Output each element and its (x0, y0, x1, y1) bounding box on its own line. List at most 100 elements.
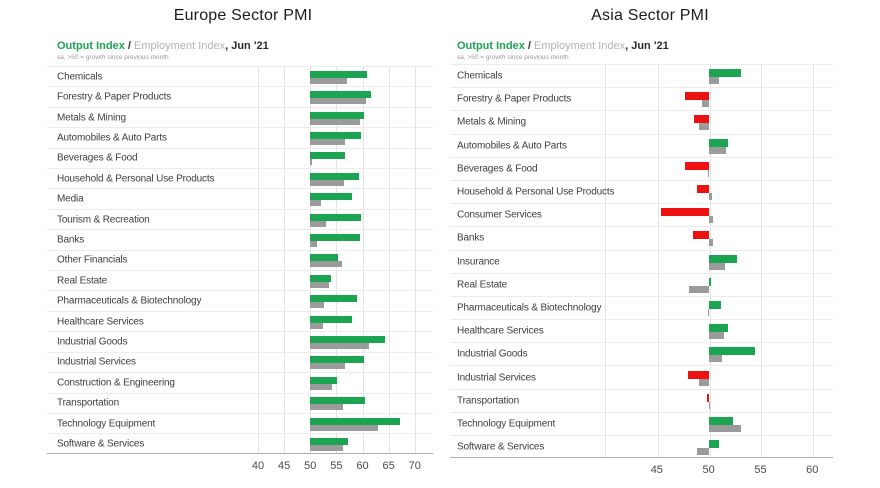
output-bar (310, 152, 345, 160)
output-bar (310, 70, 368, 78)
axis-tick-label: 45 (650, 464, 663, 477)
sector-label: Industrial Goods (57, 336, 128, 348)
employment-bar (702, 100, 709, 108)
gridline (761, 64, 763, 459)
employment-bar (310, 200, 322, 207)
axis-tick-label: 45 (278, 459, 291, 472)
output-bar (684, 161, 709, 170)
sector-label: Media (57, 193, 84, 205)
output-bar (706, 393, 709, 402)
gridline (362, 66, 364, 454)
employment-bar (310, 261, 342, 268)
sector-row: Household & Personal Use Products (47, 168, 433, 188)
employment-bar (310, 240, 318, 247)
legend-date-label: , Jun '21 (225, 40, 269, 52)
legend-employment-index-label: Employment Index (534, 40, 626, 52)
sector-label: Real Estate (57, 275, 108, 287)
gridline (813, 64, 815, 459)
employment-bar (310, 98, 366, 105)
gridline (414, 66, 416, 454)
output-bar (708, 69, 741, 78)
sector-label: Pharmaceuticals & Biotechnology (57, 295, 202, 307)
sector-label: Beverages & Food (457, 163, 538, 175)
sector-row: Construction & Engineering (47, 372, 433, 392)
employment-bar (310, 363, 345, 370)
employment-bar (310, 383, 333, 390)
employment-bar (310, 322, 323, 329)
output-bar (310, 295, 358, 303)
sector-row: Industrial Services (450, 365, 833, 388)
sector-label: Healthcare Services (57, 316, 144, 328)
sector-row: Real Estate (450, 272, 833, 296)
output-bar (708, 324, 729, 333)
axis-tick-label: 55 (754, 464, 767, 477)
legend-separator: / (124, 40, 134, 52)
sector-row: Transportation (47, 392, 433, 413)
output-bar (708, 138, 729, 147)
sector-row: Healthcare Services (450, 319, 833, 342)
employment-bar (708, 77, 719, 85)
output-bar (310, 131, 362, 139)
axis-tick-label: 50 (702, 464, 715, 477)
sector-row: Technology Equipment (450, 411, 833, 435)
employment-bar (310, 281, 330, 288)
sector-row: Real Estate (47, 270, 433, 290)
output-bar (310, 172, 359, 180)
axis-tick-label: 60 (356, 459, 369, 472)
employment-bar (707, 308, 709, 316)
sector-row: Consumer Services (450, 203, 833, 226)
output-bar (708, 254, 737, 263)
employment-bar (310, 118, 360, 125)
output-bar (310, 213, 362, 221)
axis-tick-label: 50 (304, 459, 317, 472)
axis-tick-label: 40 (251, 459, 265, 472)
employment-bar (310, 179, 345, 186)
legend-output-index-label: Output Index (457, 40, 525, 52)
sector-label: Household & Personal Use Products (457, 186, 615, 198)
employment-bar (699, 378, 709, 386)
legend-date-label: , Jun '21 (625, 40, 669, 52)
output-bar (660, 208, 709, 217)
output-bar (310, 376, 337, 384)
sector-label: Automobiles & Auto Parts (57, 132, 167, 144)
sector-label: Insurance (457, 256, 500, 268)
sector-row: Forestry & Paper Products (47, 86, 433, 106)
chart-title: Europe Sector PMI (173, 7, 313, 24)
sector-label: Transportation (57, 397, 120, 409)
output-bar (310, 315, 352, 323)
output-bar (310, 91, 371, 99)
gridline (258, 66, 260, 454)
output-bar (310, 233, 360, 241)
chart-legend: Output Index / Employment Index, Jun '21 (457, 40, 669, 52)
output-bar (310, 335, 386, 343)
legend-employment-index-label: Employment Index (134, 40, 226, 52)
output-bar (708, 300, 722, 309)
axis-tick-label: 60 (806, 464, 819, 477)
employment-bar (708, 401, 710, 409)
sector-row: Other Financials (47, 249, 433, 270)
axis-tick-label: 65 (382, 459, 395, 472)
sector-label: Technology Equipment (457, 418, 556, 430)
employment-bar (310, 404, 343, 411)
output-bar (310, 417, 401, 425)
chart-title: Asia Sector PMI (591, 7, 709, 24)
chart-rows: Chemicals Forestry & Paper Products Metals… (450, 64, 833, 459)
employment-bar (707, 169, 709, 177)
sector-row: Metals & Mining (47, 106, 433, 127)
output-bar (310, 356, 364, 364)
sector-label: Pharmaceuticals & Biotechnology (457, 302, 602, 314)
sector-row: Industrial Goods (450, 342, 833, 365)
sector-label: Metals & Mining (457, 116, 526, 128)
employment-bar (708, 216, 713, 224)
chart-rows: Chemicals Forestry & Paper Products Metals… (47, 66, 433, 454)
sector-label: Software & Services (57, 438, 145, 450)
sector-label: Construction & Engineering (57, 377, 175, 389)
employment-bar (708, 424, 741, 432)
sector-label: Transportation (457, 395, 520, 407)
sector-row: Transportation (450, 388, 833, 412)
sector-label: Chemicals (457, 70, 503, 82)
employment-bar (708, 332, 725, 340)
sector-label: Household & Personal Use Products (57, 173, 215, 185)
sector-label: Banks (457, 232, 485, 244)
sector-row: Technology Equipment (47, 412, 433, 433)
